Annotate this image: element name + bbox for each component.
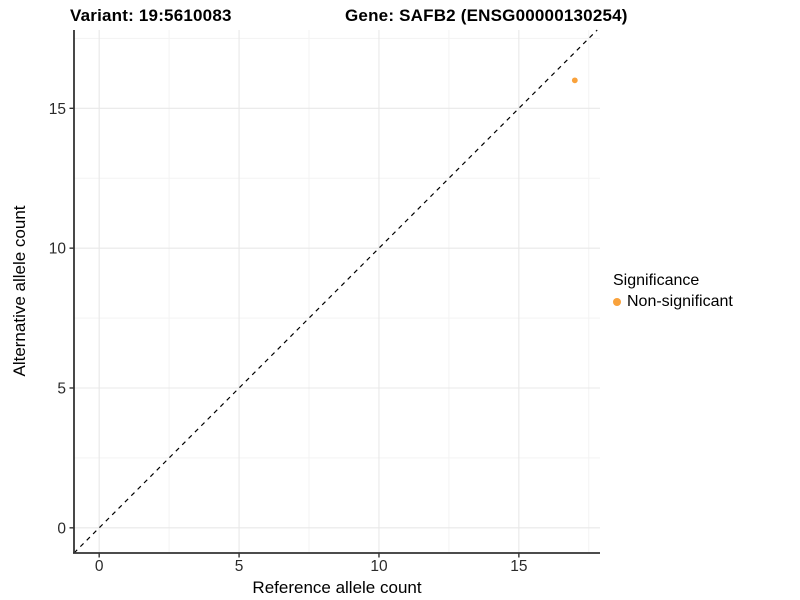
- data-point: [571, 77, 578, 84]
- x-tick-label: 15: [510, 558, 527, 575]
- y-axis-title: Alternative allele count: [10, 205, 29, 377]
- legend-item: Non-significant: [613, 291, 733, 312]
- y-tick-label: 0: [57, 520, 66, 537]
- plot-title-variant: Variant: 19:5610083: [70, 6, 232, 25]
- x-tick-label: 10: [370, 558, 388, 575]
- legend-item-label: Non-significant: [627, 293, 733, 310]
- x-tick-label: 5: [235, 558, 244, 575]
- y-tick-label: 15: [49, 101, 66, 118]
- legend-title: Significance: [613, 272, 700, 289]
- legend-point-icon: [613, 297, 621, 306]
- x-tick-label: 0: [95, 558, 104, 575]
- identity-reference-line: [73, 29, 598, 554]
- x-axis-title: Reference allele count: [252, 578, 422, 597]
- plot-title-gene: Gene: SAFB2 (ENSG00000130254): [345, 6, 628, 25]
- y-tick-label: 10: [49, 241, 67, 258]
- y-tick-label: 5: [57, 380, 66, 397]
- legend: Significance Non-significant: [613, 270, 733, 312]
